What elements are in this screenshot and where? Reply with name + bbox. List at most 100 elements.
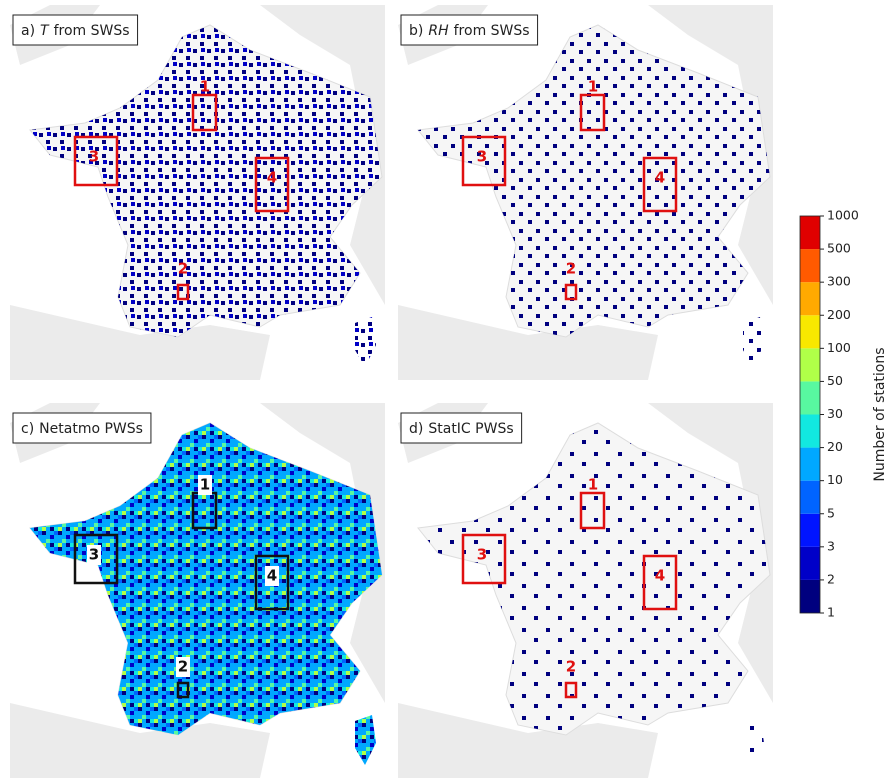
label-background: [176, 657, 190, 677]
highlight-box: [176, 681, 190, 699]
colorbar-segment: [800, 249, 820, 283]
panel-variable: T: [40, 23, 50, 39]
panel-title: c) Netatmo PWSs: [21, 421, 143, 437]
label-background: [265, 566, 279, 586]
panel-text: StatIC PWSs: [428, 421, 513, 437]
panel-title-box: [400, 412, 523, 444]
station-density: [30, 423, 382, 735]
panel-variable: RH: [428, 23, 449, 39]
colorbar-tick-label: 50: [827, 373, 843, 388]
neighbor-land: [648, 403, 773, 703]
highlight-box: [176, 283, 190, 301]
colorbar-tick-label: 30: [827, 406, 843, 421]
panel-label: b): [409, 23, 423, 39]
colorbar-segment: [800, 546, 820, 580]
station-density: [418, 423, 770, 735]
island: [355, 715, 376, 765]
neighbor-land: [10, 305, 270, 380]
colorbar-segment: [800, 315, 820, 349]
panel-label: a): [21, 23, 35, 39]
map-panel: 1 2 3 4 d) StatIC PWSs: [398, 403, 773, 778]
box-label: 3: [477, 546, 487, 564]
panel-label: c): [21, 421, 34, 437]
colorbar-tick-label: 100: [827, 340, 851, 355]
colorbar-tick-label: 500: [827, 241, 851, 256]
colorbar-tick-label: 2: [827, 571, 835, 586]
colorbar-segment: [800, 480, 820, 514]
colorbar-segment: [800, 282, 820, 316]
map-panel: 1 2 3 4 c) Netatmo PWSs: [10, 403, 385, 778]
highlight-box: [254, 554, 290, 611]
box-label: 2: [178, 658, 188, 676]
map-panel: 1 2 3 4 b) RH from SWSs: [398, 5, 773, 380]
label-background: [87, 545, 101, 565]
colorbar-tick-label: 300: [827, 274, 851, 289]
panel-title: b) RH from SWSs: [409, 23, 530, 39]
colorbar-segment: [800, 579, 820, 613]
station-density: [418, 25, 770, 337]
box-label: 2: [566, 658, 576, 676]
label-background: [198, 475, 212, 495]
panel-text: from SWSs: [454, 23, 530, 39]
island: [355, 317, 376, 367]
colorbar-tick-label: 1000: [827, 208, 859, 223]
colorbar-segment: [800, 348, 820, 382]
box-label: 4: [267, 169, 277, 187]
highlight-box: [564, 283, 578, 301]
highlight-box: [579, 93, 606, 132]
box-label: 4: [655, 567, 665, 585]
colorbar-segment: [800, 381, 820, 415]
box-label: 2: [178, 260, 188, 278]
panel-title: d) StatIC PWSs: [409, 421, 514, 437]
highlight-box: [461, 533, 507, 585]
neighbor-land: [260, 5, 385, 305]
neighbor-land: [10, 703, 270, 778]
highlight-box: [73, 533, 119, 585]
panel-text: Netatmo PWSs: [39, 421, 143, 437]
colorbar-tick-label: 10: [827, 472, 843, 487]
box-label: 1: [200, 476, 210, 494]
colorbar-tick-label: 200: [827, 307, 851, 322]
colorbar-tick-label: 3: [827, 538, 835, 553]
neighbor-land: [260, 403, 385, 703]
colorbar-label: Number of stations: [872, 347, 888, 481]
highlight-box: [461, 135, 507, 187]
box-label: 1: [588, 78, 598, 96]
colorbar-segment: [800, 216, 820, 250]
highlight-box: [191, 93, 218, 132]
box-label: 3: [477, 148, 487, 166]
colorbar-segment: [800, 414, 820, 448]
panel-title-box: [400, 14, 539, 46]
colorbar-tick-label: 5: [827, 505, 835, 520]
colorbar-tick-label: 20: [827, 439, 843, 454]
neighbor-land: [398, 305, 658, 380]
highlight-box: [73, 135, 119, 187]
box-label: 4: [267, 567, 277, 585]
panel-title-box: [12, 14, 139, 46]
colorbar-segment: [800, 447, 820, 481]
box-label: 3: [89, 546, 99, 564]
station-density: [30, 25, 382, 337]
highlight-box: [564, 681, 578, 699]
panel-text: from SWSs: [54, 23, 130, 39]
colorbar-tick-label: 1: [827, 605, 835, 620]
highlight-box: [642, 156, 678, 213]
highlight-box: [254, 156, 290, 213]
highlight-box: [642, 554, 678, 611]
neighbor-land: [398, 703, 658, 778]
box-label: 1: [588, 476, 598, 494]
neighbor-land: [648, 5, 773, 305]
box-label: 1: [200, 78, 210, 96]
box-label: 3: [89, 148, 99, 166]
colorbar-segment: [800, 513, 820, 547]
box-label: 2: [566, 260, 576, 278]
panel-title-box: [12, 412, 152, 444]
highlight-box: [579, 491, 606, 530]
panel-label: d): [409, 421, 423, 437]
box-label: 4: [655, 169, 665, 187]
island: [743, 715, 764, 765]
island: [743, 317, 764, 367]
